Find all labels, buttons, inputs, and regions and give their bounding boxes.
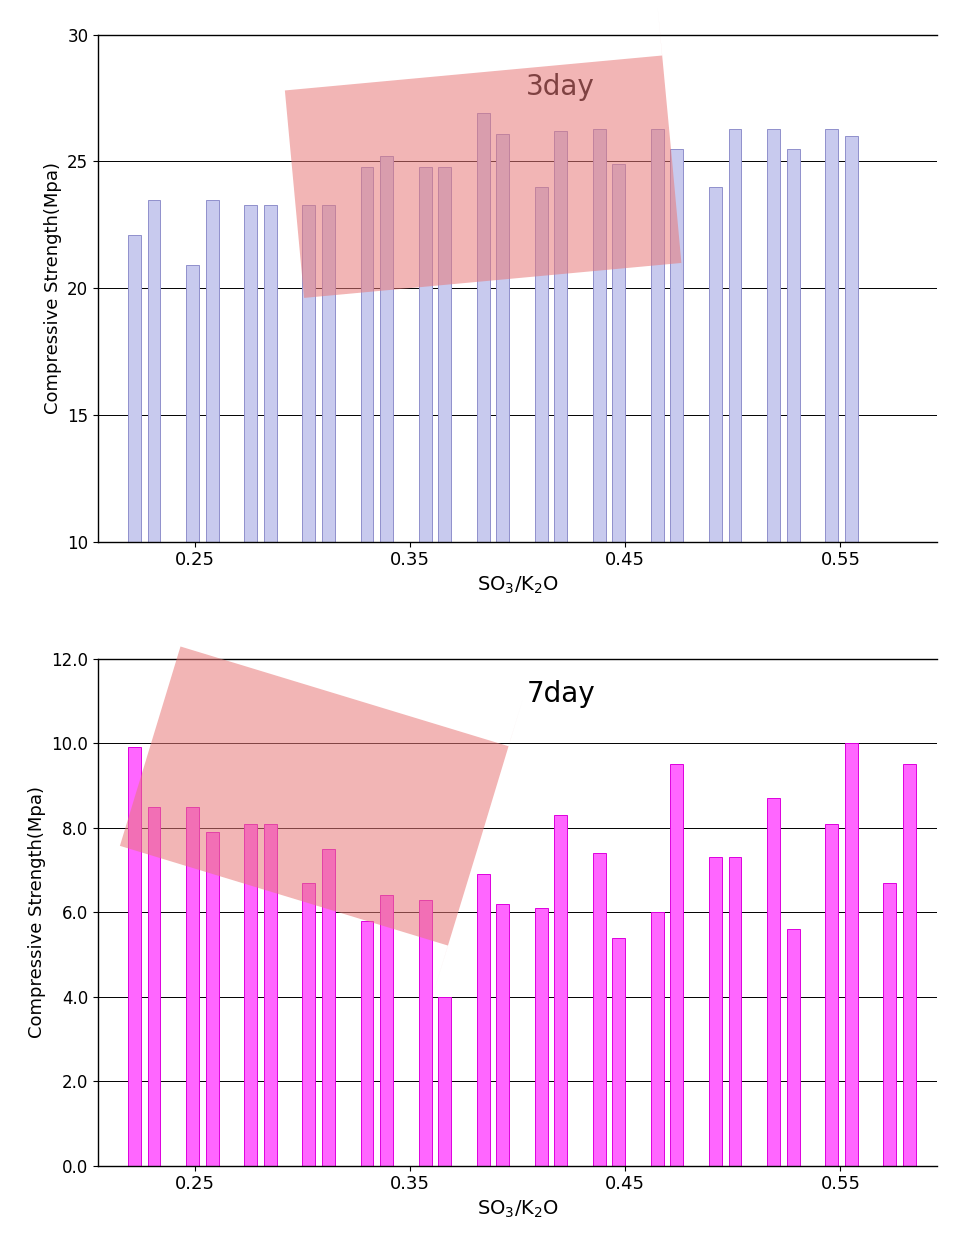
Text: 7day: 7day [526, 680, 595, 708]
Bar [593, 129, 606, 542]
Bar [613, 163, 625, 542]
Bar [419, 900, 431, 1166]
Bar [477, 114, 489, 542]
X-axis label: SO$_3$/K$_2$O: SO$_3$/K$_2$O [477, 575, 559, 597]
Bar [496, 904, 509, 1166]
Bar [244, 824, 258, 1166]
Bar [786, 149, 800, 542]
Bar [709, 187, 722, 542]
Bar [651, 912, 664, 1166]
Bar [263, 824, 277, 1166]
Bar [535, 909, 548, 1166]
Bar [128, 235, 141, 542]
Bar [128, 748, 141, 1166]
Bar [148, 806, 160, 1166]
Bar [767, 799, 780, 1166]
Bar [613, 937, 625, 1166]
X-axis label: SO$_3$/K$_2$O: SO$_3$/K$_2$O [477, 1199, 559, 1221]
Bar [554, 815, 567, 1166]
Bar [322, 205, 335, 542]
Bar [671, 764, 683, 1166]
Bar [942, 874, 954, 1166]
Y-axis label: Compressive Strength(Mpa): Compressive Strength(Mpa) [43, 162, 62, 414]
Bar [361, 166, 373, 542]
Bar [438, 166, 451, 542]
Bar [554, 131, 567, 542]
Bar [729, 129, 741, 542]
Bar [419, 166, 431, 542]
Bar [767, 129, 780, 542]
Bar [438, 997, 451, 1166]
Text: 3day: 3day [526, 72, 595, 101]
Bar [844, 744, 858, 1166]
Bar [244, 205, 258, 542]
Y-axis label: Compressive Strength(Mpa): Compressive Strength(Mpa) [28, 786, 45, 1038]
Bar [302, 882, 316, 1166]
Bar [263, 205, 277, 542]
Bar [709, 857, 722, 1166]
Bar [535, 187, 548, 542]
Bar [380, 895, 393, 1166]
Bar [186, 806, 199, 1166]
Bar [186, 266, 199, 542]
Bar [206, 832, 218, 1166]
Bar [825, 129, 839, 542]
Bar [671, 149, 683, 542]
Bar [651, 129, 664, 542]
Bar [206, 200, 218, 542]
Bar [883, 882, 896, 1166]
Bar [302, 205, 316, 542]
Bar [593, 854, 606, 1166]
Bar [496, 134, 509, 542]
Bar [477, 874, 489, 1166]
Bar [825, 824, 839, 1166]
Bar [148, 200, 160, 542]
Bar [322, 849, 335, 1166]
Bar [844, 136, 858, 542]
Bar [361, 921, 373, 1166]
Bar [729, 857, 741, 1166]
Bar [380, 156, 393, 542]
Bar [786, 929, 800, 1166]
Bar [903, 764, 916, 1166]
